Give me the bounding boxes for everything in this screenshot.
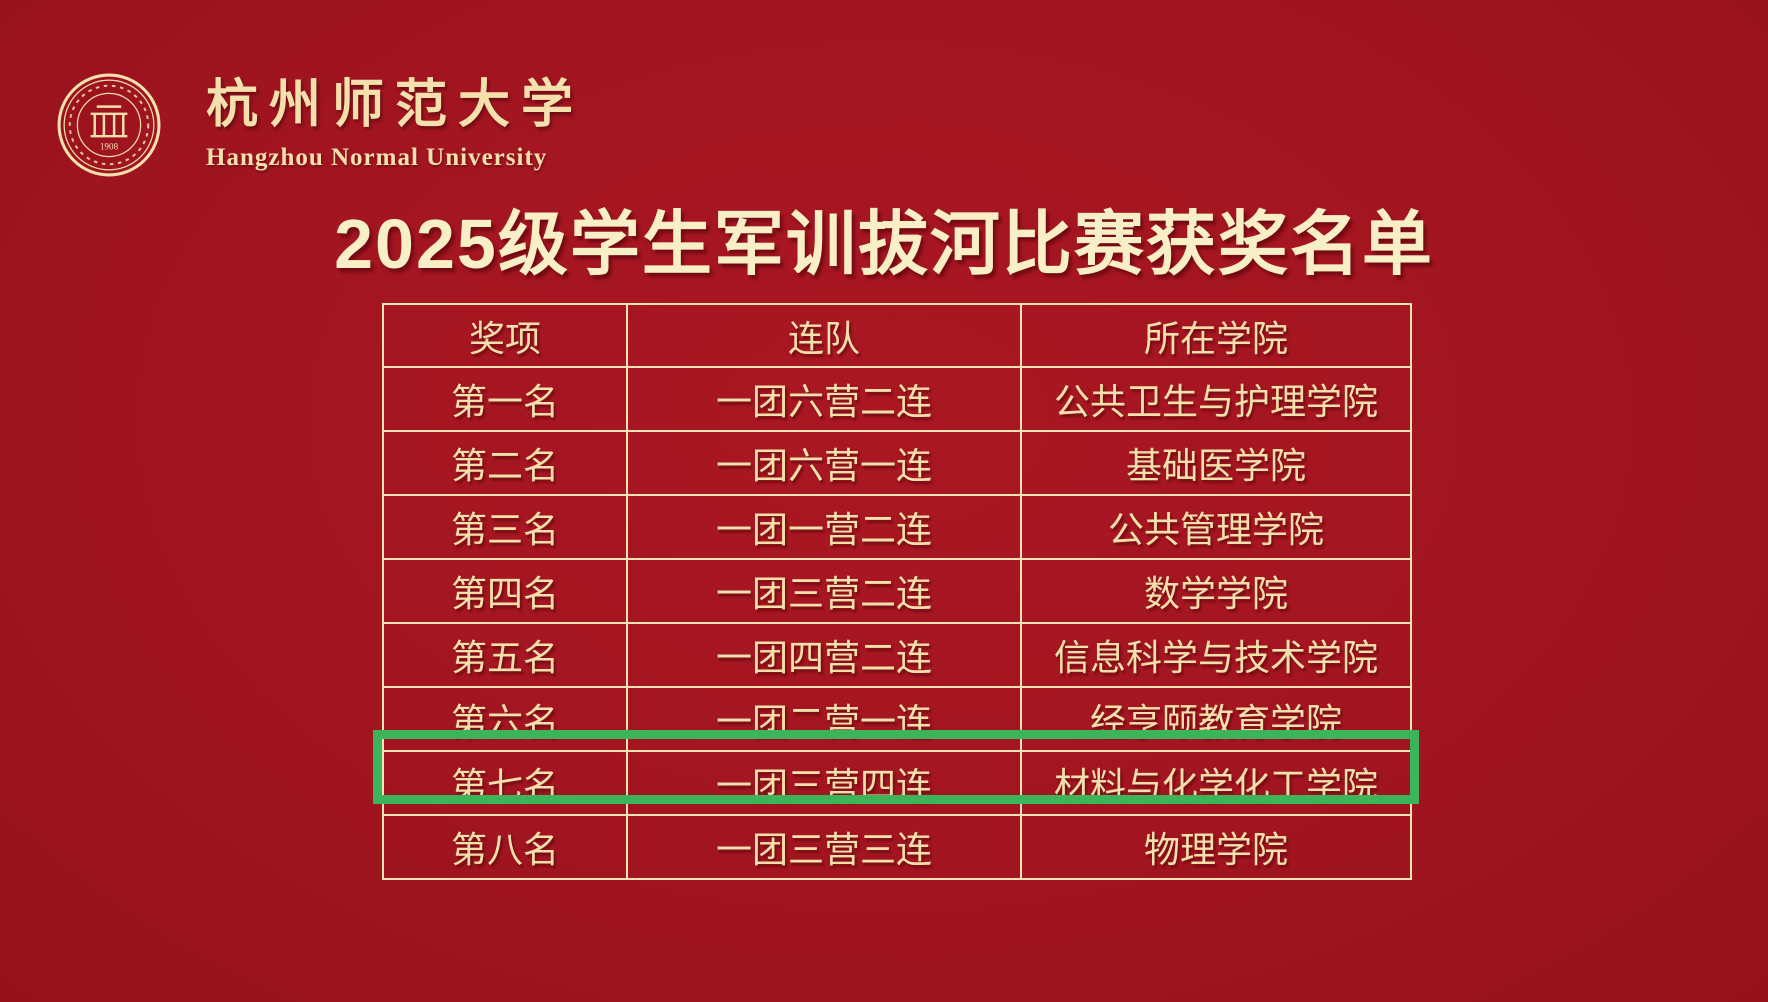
cell-award: 第七名	[382, 750, 628, 816]
cell-company: 一团六营一连	[626, 430, 1022, 496]
cell-company: 一团六营二连	[626, 366, 1022, 432]
cell-college: 物理学院	[1020, 814, 1412, 880]
page-title: 2025级学生军训拔河比赛获奖名单	[334, 205, 1434, 283]
seal-year-text: 1908	[100, 141, 119, 151]
table-row-rank-5: 第五名 一团四营二连 信息科学与技术学院	[382, 622, 1412, 688]
column-header-award: 奖项	[382, 303, 628, 368]
table-row-rank-3: 第三名 一团一营二连 公共管理学院	[382, 494, 1412, 560]
cell-award: 第八名	[382, 814, 628, 880]
cell-company: 一团三营四连	[626, 750, 1022, 816]
cell-company: 一团一营二连	[626, 494, 1022, 560]
cell-company: 一团三营三连	[626, 814, 1022, 880]
university-name-en: Hangzhou Normal University	[206, 144, 548, 171]
table-row-rank-8: 第八名 一团三营三连 物理学院	[382, 814, 1412, 880]
awards-table-grid: 奖项 连队 所在学院 第一名 一团六营二连 公共卫生与护理学院 第二名 一团六营一连 基础…	[382, 303, 1412, 880]
cell-college: 经亨颐教育学院	[1020, 686, 1412, 752]
cell-award: 第三名	[382, 494, 628, 560]
cell-award: 第六名	[382, 686, 628, 752]
table-row-rank-2: 第二名 一团六营一连 基础医学院	[382, 430, 1412, 496]
cell-college: 公共卫生与护理学院	[1020, 366, 1412, 432]
university-name-zh: 杭州师范大学	[206, 74, 585, 135]
cell-college: 数学学院	[1020, 558, 1412, 624]
column-header-college: 所在学院	[1020, 303, 1412, 368]
university-name-block: 杭州师范大学 Hangzhou Normal University	[206, 72, 584, 172]
table-header-row: 奖项 连队 所在学院	[382, 303, 1412, 368]
university-brand: 1908 杭州师范大学 Hangzhou Normal University	[56, 72, 584, 178]
cell-college: 公共管理学院	[1020, 494, 1412, 560]
cell-award: 第一名	[382, 366, 628, 432]
cell-award: 第五名	[382, 622, 628, 688]
cell-company: 一团四营二连	[626, 622, 1022, 688]
cell-award: 第四名	[382, 558, 628, 624]
cell-college: 信息科学与技术学院	[1020, 622, 1412, 688]
cell-company: 一团三营二连	[626, 558, 1022, 624]
awards-table: 奖项 连队 所在学院 第一名 一团六营二连 公共卫生与护理学院 第二名 一团六营一连 基础…	[373, 303, 1419, 880]
table-row-rank-7: 第七名 一团三营四连 材料与化学化工学院	[382, 750, 1412, 816]
table-row-rank-1: 第一名 一团六营二连 公共卫生与护理学院	[382, 366, 1412, 432]
university-seal-icon: 1908	[57, 73, 161, 177]
table-row-rank-4: 第四名 一团三营二连 数学学院	[382, 558, 1412, 624]
cell-college: 基础医学院	[1020, 430, 1412, 496]
cell-company: 一团二营一连	[626, 686, 1022, 752]
column-header-company: 连队	[626, 303, 1022, 368]
cell-award: 第二名	[382, 430, 628, 496]
cell-college: 材料与化学化工学院	[1020, 750, 1412, 816]
table-row-rank-6: 第六名 一团二营一连 经亨颐教育学院	[382, 686, 1412, 752]
